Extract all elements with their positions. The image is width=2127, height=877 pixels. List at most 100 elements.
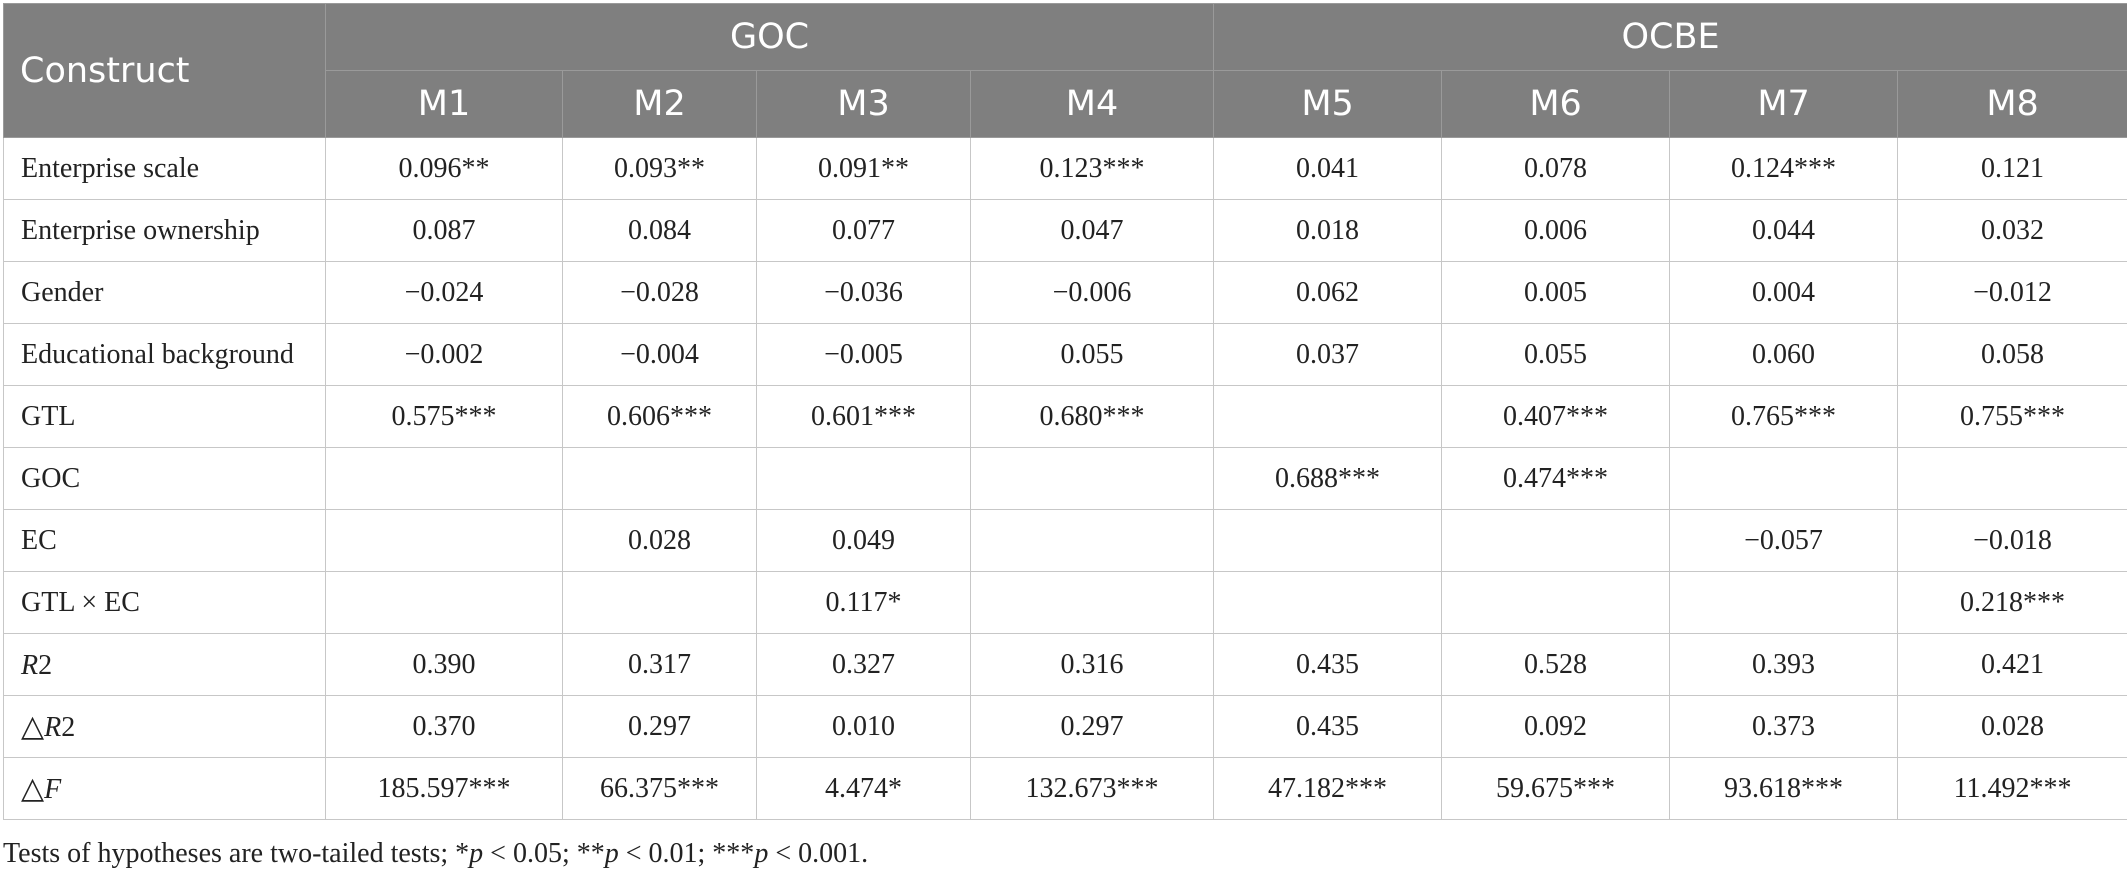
table-cell (969, 447, 1215, 510)
table-cell: 0.474*** (1441, 447, 1671, 510)
table-cell: 0.004 (1669, 261, 1899, 324)
stat-suffix: 2 (61, 712, 76, 743)
table-cell: −0.004 (562, 323, 757, 386)
table-cell: 0.084 (562, 199, 757, 262)
table-cell: 132.673*** (969, 757, 1215, 820)
header-row-models: M1 M2 M3 M4 M5 M6 M7 M8 (4, 70, 2127, 138)
table-cell: 0.528 (1441, 633, 1671, 696)
table-cell: −0.057 (1669, 509, 1899, 572)
table-cell: −0.005 (756, 323, 971, 386)
model-header-m6: M6 (1441, 70, 1671, 138)
row-label: GOC (3, 447, 326, 510)
table-cell (325, 447, 563, 510)
row-label: GTL (3, 385, 326, 448)
table-cell: 0.078 (1441, 137, 1671, 200)
group-header-ocbe: OCBE (1213, 3, 2127, 71)
delta-symbol: △ (21, 772, 45, 805)
table-cell: 0.297 (969, 695, 1215, 758)
table-row: △F 185.597*** 66.375*** 4.474* 132.673*** 47.… (3, 757, 2127, 820)
table-cell: 0.077 (756, 199, 971, 262)
table-cell: 0.060 (1669, 323, 1899, 386)
row-label: R2 (3, 633, 326, 696)
stat-variable: F (44, 774, 62, 805)
footnote-t2: < 0.01; *** (618, 838, 755, 869)
table-row: R2 0.390 0.317 0.327 0.316 0.435 0.528 0.393 0.4… (3, 633, 2127, 696)
table-cell: 0.316 (969, 633, 1215, 696)
table-row: Enterprise scale 0.096** 0.093** 0.091** 0.1… (3, 137, 2127, 200)
stat-suffix: 2 (38, 649, 53, 681)
table-cell: 66.375*** (562, 757, 757, 820)
table-cell: 0.370 (325, 695, 563, 758)
row-label: Enterprise scale (3, 137, 326, 200)
table-cell: 0.297 (562, 695, 757, 758)
table-cell: −0.006 (969, 261, 1215, 324)
table-row: GTL × EC 0.117* 0.218*** (3, 571, 2127, 634)
table-cell (1213, 509, 1443, 572)
table-cell: 0.044 (1669, 199, 1899, 262)
table-cell: 0.037 (1213, 323, 1443, 386)
delta-symbol: △ (21, 710, 45, 743)
table-row: Gender −0.024 −0.028 −0.036 −0.006 0.062 0.005… (3, 261, 2127, 324)
row-label: GTL × EC (3, 571, 326, 634)
row-label: Educational background (3, 323, 326, 386)
stat-variable: R (21, 649, 39, 681)
table-cell: 0.218*** (1897, 571, 2127, 634)
table-cell (562, 571, 757, 634)
table-cell: 0.055 (1441, 323, 1671, 386)
table-footnote: Tests of hypotheses are two-tailed tests… (3, 838, 868, 870)
table-cell: 0.041 (1213, 137, 1443, 200)
table-cell: 0.373 (1669, 695, 1899, 758)
table-cell: 4.474* (756, 757, 971, 820)
table-cell: 0.058 (1897, 323, 2127, 386)
table-cell: −0.028 (562, 261, 757, 324)
table-cell: 0.093** (562, 137, 757, 200)
table-cell: 185.597*** (325, 757, 563, 820)
table-cell (325, 509, 563, 572)
row-label: Enterprise ownership (3, 199, 326, 262)
table-cell (1441, 509, 1671, 572)
table-cell: −0.002 (325, 323, 563, 386)
table-cell: 0.010 (756, 695, 971, 758)
model-header-m1: M1 (325, 70, 563, 138)
table-cell (756, 447, 971, 510)
table-cell: 0.091** (756, 137, 971, 200)
table-body: Enterprise scale 0.096** 0.093** 0.091** 0.1… (3, 137, 2127, 820)
table-cell: 0.049 (756, 509, 971, 572)
table-cell: 0.601*** (756, 385, 971, 448)
table-row: GOC 0.688*** 0.474*** (3, 447, 2127, 510)
footnote-p: p (604, 838, 619, 869)
row-label: EC (3, 509, 326, 572)
table-cell (969, 571, 1215, 634)
table-row: GTL 0.575*** 0.606*** 0.601*** 0.680*** 0.407… (3, 385, 2127, 448)
model-header-m3: M3 (756, 70, 971, 138)
table-cell: 0.123*** (969, 137, 1215, 200)
table-cell: 59.675*** (1441, 757, 1671, 820)
table-cell (562, 447, 757, 510)
table-cell: 93.618*** (1669, 757, 1899, 820)
table-cell: 0.421 (1897, 633, 2127, 696)
table-cell: 0.028 (1897, 695, 2127, 758)
table-cell: 0.018 (1213, 199, 1443, 262)
table-cell: 0.755*** (1897, 385, 2127, 448)
table-cell: −0.012 (1897, 261, 2127, 324)
table-cell: −0.018 (1897, 509, 2127, 572)
table-cell: 0.435 (1213, 633, 1443, 696)
footnote-lead: Tests of hypotheses are two-tailed tests… (3, 838, 470, 869)
table-cell: 0.047 (969, 199, 1215, 262)
row-label: △R2 (3, 695, 326, 758)
table-cell: −0.024 (325, 261, 563, 324)
table-cell: −0.036 (756, 261, 971, 324)
table-cell (969, 509, 1215, 572)
table-cell (1213, 385, 1443, 448)
footnote-p: p (469, 838, 484, 869)
table-cell: 0.575*** (325, 385, 563, 448)
table-cell: 0.390 (325, 633, 563, 696)
header-row-groups: Construct GOC OCBE (3, 3, 2127, 138)
group-header-goc: GOC (324, 3, 1215, 71)
table-cell: 0.765*** (1669, 385, 1899, 448)
table-cell (325, 571, 563, 634)
table-cell: 47.182*** (1213, 757, 1443, 820)
table-cell (1897, 447, 2127, 510)
table-cell: 0.393 (1669, 633, 1899, 696)
table-cell: 0.407*** (1441, 385, 1671, 448)
